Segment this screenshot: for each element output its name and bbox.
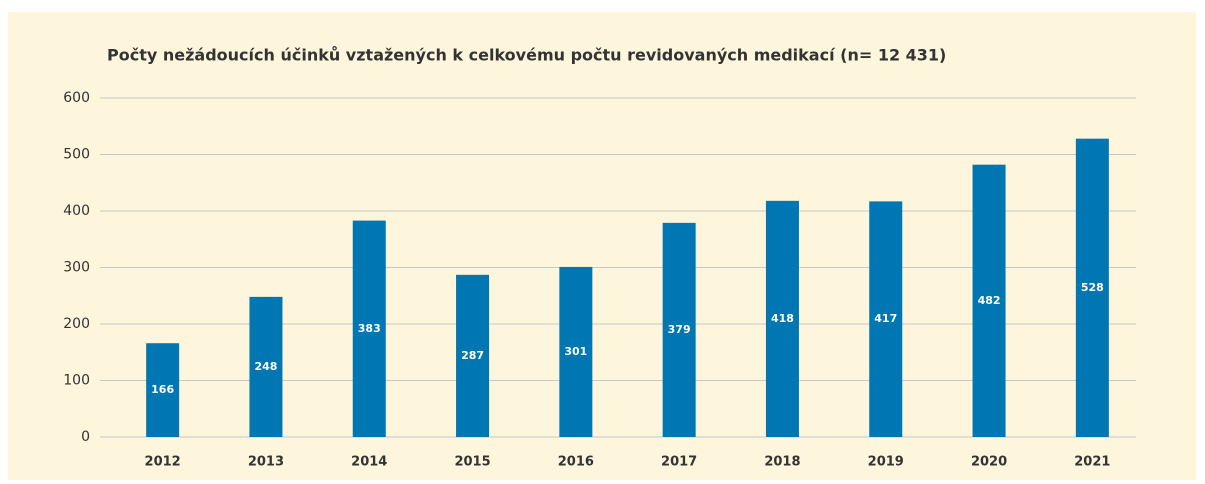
x-tick-label: 2012	[145, 455, 181, 470]
x-tick-label: 2015	[454, 455, 490, 470]
x-tick-label: 2018	[764, 455, 800, 470]
bar	[249, 296, 283, 437]
x-tick-label: 2016	[558, 455, 594, 470]
bar	[765, 200, 799, 437]
data-label: 287	[461, 349, 484, 362]
bar	[869, 201, 903, 437]
bar	[456, 274, 490, 437]
x-tick-label: 2014	[351, 455, 387, 470]
y-tick-label: 300	[63, 260, 90, 276]
y-tick-label: 600	[63, 90, 90, 106]
y-tick-label: 100	[63, 373, 90, 389]
chart-title: Počty nežádoucích účinků vztažených k ce…	[107, 46, 946, 65]
bar	[972, 164, 1006, 438]
y-tick-label: 500	[63, 147, 90, 163]
bar	[146, 343, 180, 437]
panel	[8, 12, 1196, 480]
y-tick-label: 200	[63, 316, 90, 332]
y-tick-label: 0	[81, 429, 90, 445]
data-label: 301	[564, 345, 587, 358]
bar	[352, 220, 386, 437]
data-label: 528	[1081, 281, 1104, 294]
data-label: 166	[151, 383, 174, 396]
x-tick-label: 2019	[868, 455, 904, 470]
bar	[662, 222, 696, 437]
data-label: 418	[771, 312, 794, 325]
data-label: 417	[874, 312, 897, 325]
data-label: 379	[668, 323, 691, 336]
data-label: 482	[978, 294, 1001, 307]
y-tick-label: 400	[63, 203, 90, 219]
bar	[1075, 138, 1109, 437]
x-tick-label: 2021	[1074, 455, 1110, 470]
bar	[559, 266, 593, 437]
data-label: 248	[254, 360, 277, 373]
x-tick-label: 2017	[661, 455, 697, 470]
data-label: 383	[358, 322, 381, 335]
x-tick-label: 2020	[971, 455, 1007, 470]
x-tick-label: 2013	[248, 455, 284, 470]
